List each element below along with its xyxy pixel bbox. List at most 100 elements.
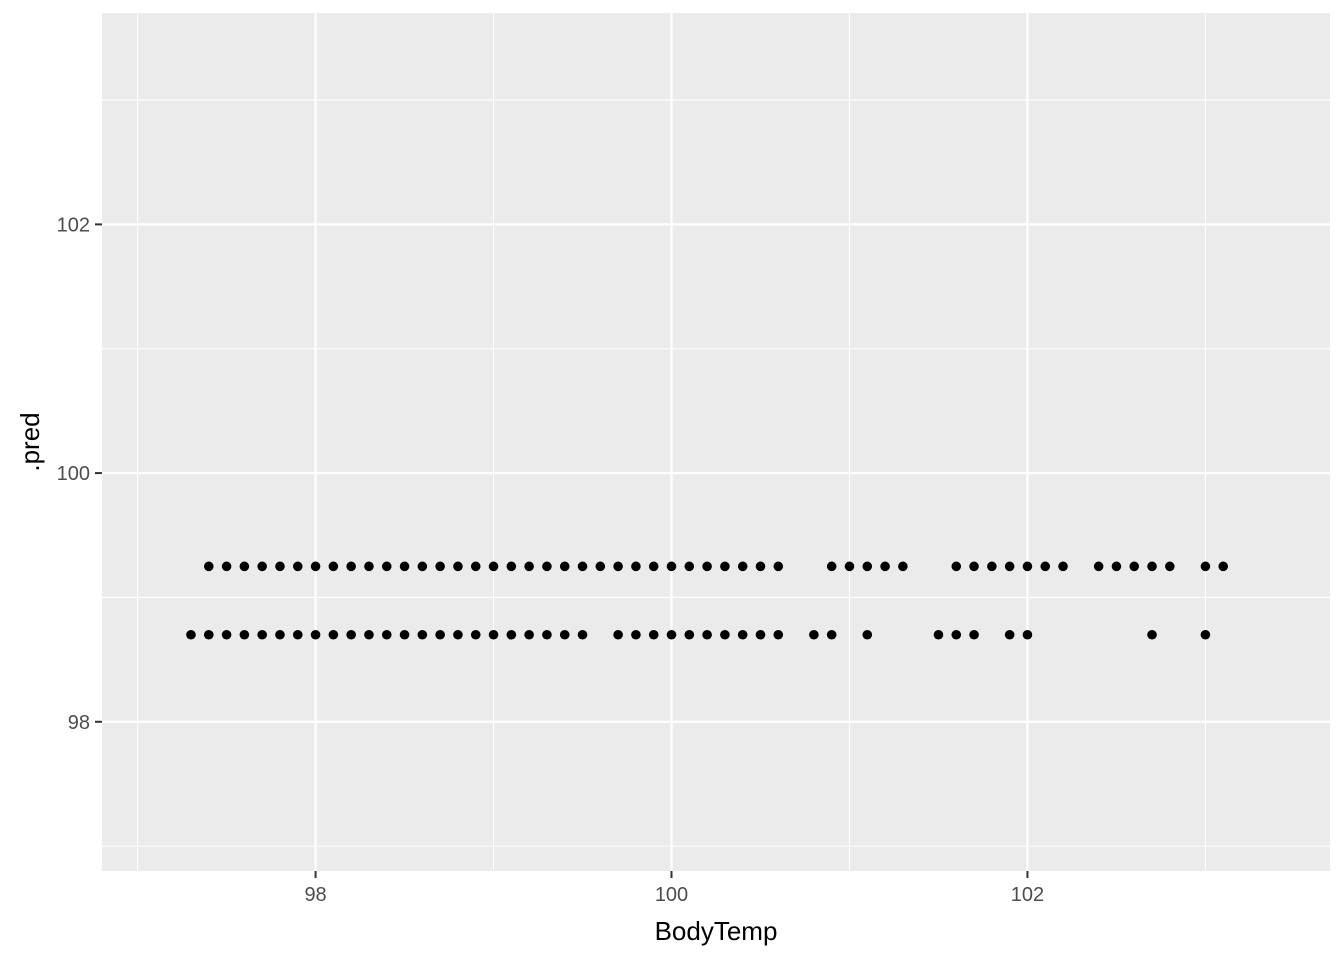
data-point xyxy=(702,561,712,572)
data-point xyxy=(239,561,250,572)
data-point xyxy=(826,629,837,640)
data-point xyxy=(364,629,374,640)
data-point xyxy=(470,629,481,640)
data-point xyxy=(257,629,267,640)
data-point xyxy=(1058,561,1068,572)
data-point xyxy=(987,561,997,572)
data-point xyxy=(577,561,588,572)
data-point xyxy=(346,561,356,572)
data-point xyxy=(328,629,339,640)
x-axis: 98 100 102 xyxy=(304,871,1044,906)
data-point xyxy=(292,629,303,640)
data-point xyxy=(969,561,979,572)
data-point xyxy=(880,561,890,572)
data-point xyxy=(559,629,570,640)
data-point xyxy=(1004,561,1015,572)
data-point xyxy=(951,629,962,640)
data-point xyxy=(292,561,303,572)
x-tick-label: 102 xyxy=(1011,884,1044,906)
data-point xyxy=(435,629,445,640)
data-point xyxy=(221,629,232,640)
data-point xyxy=(702,629,712,640)
data-point xyxy=(559,561,570,572)
data-point xyxy=(1022,561,1033,572)
data-point xyxy=(933,629,944,640)
data-point xyxy=(631,561,641,572)
data-point xyxy=(453,561,463,572)
data-point xyxy=(595,561,606,572)
data-point xyxy=(844,561,855,572)
data-point xyxy=(221,561,232,572)
data-point xyxy=(577,629,588,640)
data-point xyxy=(399,629,410,640)
minor-grid xyxy=(102,13,1330,871)
x-tick-label: 98 xyxy=(304,884,326,906)
data-point xyxy=(862,629,873,640)
data-points xyxy=(186,561,1229,640)
data-point xyxy=(453,629,463,640)
data-point xyxy=(951,561,962,572)
data-point xyxy=(826,561,837,572)
y-tick-label: 100 xyxy=(57,463,90,485)
data-point xyxy=(275,629,285,640)
data-point xyxy=(648,629,659,640)
data-point xyxy=(666,629,677,640)
data-point xyxy=(1147,629,1157,640)
plot-panel xyxy=(102,13,1330,871)
y-tick-label: 98 xyxy=(68,712,90,734)
data-point xyxy=(381,561,392,572)
data-point xyxy=(328,561,339,572)
data-point xyxy=(310,629,321,640)
data-point xyxy=(203,629,214,640)
data-point xyxy=(381,629,392,640)
data-point xyxy=(862,561,873,572)
data-point xyxy=(257,561,267,572)
data-point xyxy=(684,561,695,572)
data-point xyxy=(737,629,748,640)
data-point xyxy=(506,561,517,572)
data-point xyxy=(720,629,730,640)
data-point xyxy=(524,561,534,572)
data-point xyxy=(773,561,784,572)
data-point xyxy=(898,561,908,572)
data-point xyxy=(364,561,374,572)
data-point xyxy=(399,561,410,572)
data-point xyxy=(1004,629,1015,640)
data-point xyxy=(1022,629,1033,640)
data-point xyxy=(1093,561,1104,572)
data-point xyxy=(613,561,623,572)
y-tick-label: 102 xyxy=(57,214,90,236)
data-point xyxy=(275,561,285,572)
data-point xyxy=(1111,561,1122,572)
data-point xyxy=(417,561,428,572)
data-point xyxy=(969,629,979,640)
data-point xyxy=(1165,561,1175,572)
data-point xyxy=(470,561,481,572)
data-point xyxy=(417,629,428,640)
data-point xyxy=(684,629,695,640)
data-point xyxy=(648,561,659,572)
data-point xyxy=(755,629,766,640)
data-point xyxy=(1040,561,1051,572)
y-axis-title: .pred xyxy=(15,412,45,471)
x-tick-label: 100 xyxy=(655,884,688,906)
data-point xyxy=(737,561,748,572)
y-axis: 98 100 102 xyxy=(57,214,102,734)
data-point xyxy=(346,629,356,640)
data-point xyxy=(1200,561,1211,572)
data-point xyxy=(542,629,552,640)
data-point xyxy=(488,629,499,640)
data-point xyxy=(542,561,552,572)
data-point xyxy=(435,561,445,572)
data-point xyxy=(310,561,321,572)
data-point xyxy=(631,629,641,640)
data-point xyxy=(239,629,250,640)
data-point xyxy=(720,561,730,572)
x-axis-title: BodyTemp xyxy=(655,916,778,946)
data-point xyxy=(755,561,766,572)
data-point xyxy=(1147,561,1157,572)
data-point xyxy=(773,629,784,640)
data-point xyxy=(488,561,499,572)
